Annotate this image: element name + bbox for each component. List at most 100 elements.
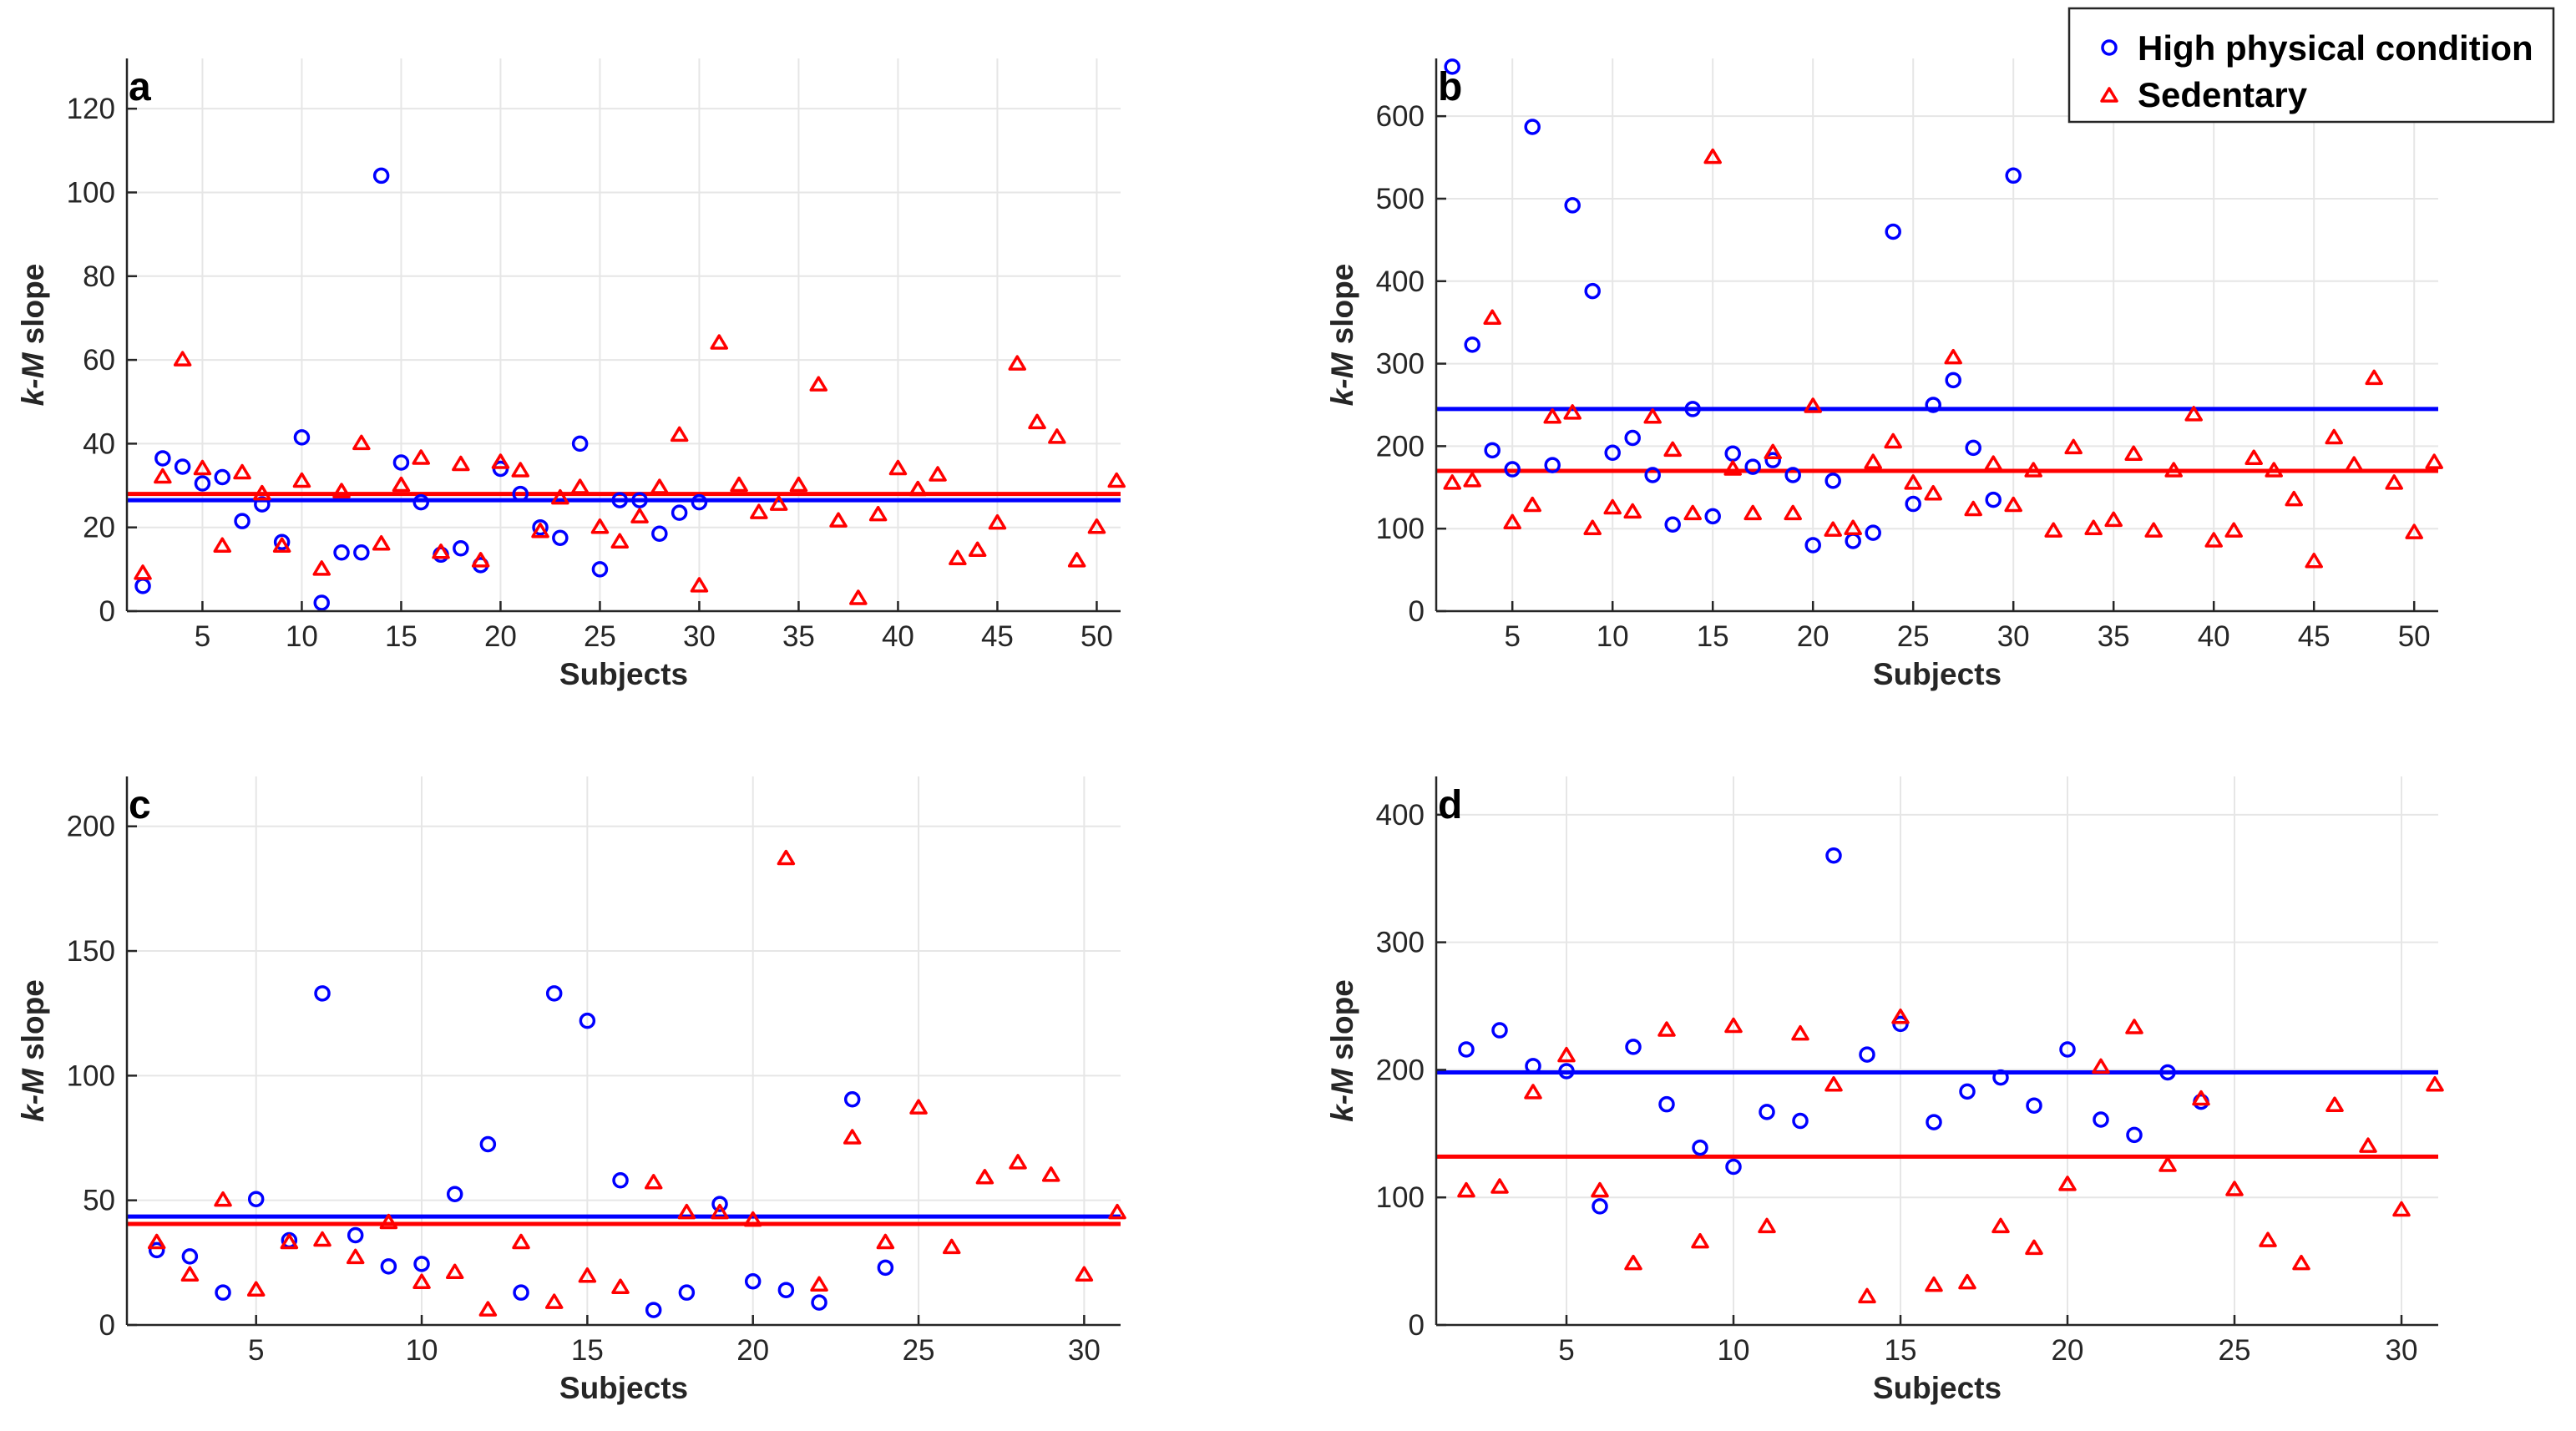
y-axis-label: k-M slope xyxy=(1325,979,1359,1122)
point-high xyxy=(1544,457,1561,473)
x-tick-label: 35 xyxy=(2098,620,2130,653)
point-high xyxy=(174,458,191,475)
point-high xyxy=(1725,1158,1742,1176)
x-axis-label: Subjects xyxy=(559,657,688,691)
point-sedentary xyxy=(2224,522,2243,538)
legend-marker-high xyxy=(2101,39,2118,56)
point-high xyxy=(1684,401,1701,417)
point-sedentary xyxy=(2084,519,2103,535)
point-sedentary xyxy=(253,484,271,501)
legend-box xyxy=(2067,7,2555,124)
point-sedentary xyxy=(909,1099,928,1115)
point-high xyxy=(512,485,529,503)
y-tick-label: 300 xyxy=(1376,348,1425,381)
point-sedentary xyxy=(2164,462,2183,478)
point-sedentary xyxy=(1944,348,1962,365)
point-high xyxy=(313,594,330,611)
y-tick-label: 400 xyxy=(1376,265,1425,298)
point-sedentary xyxy=(843,1129,862,1145)
point-sedentary xyxy=(1691,1232,1709,1249)
x-tick-label: 30 xyxy=(2386,1334,2418,1367)
y-tick-label: 100 xyxy=(67,1059,115,1092)
point-sedentary xyxy=(2104,511,2123,528)
point-sedentary xyxy=(1764,443,1782,460)
point-sedentary xyxy=(233,463,251,480)
point-sedentary xyxy=(1457,1181,1475,1198)
point-sedentary xyxy=(1463,472,1481,488)
point-sedentary xyxy=(743,1211,762,1227)
point-high xyxy=(314,985,331,1002)
point-sedentary xyxy=(1958,1273,1976,1290)
point-high xyxy=(1824,473,1841,489)
point-sedentary xyxy=(1964,500,1982,517)
point-sedentary xyxy=(372,535,391,551)
point-high xyxy=(333,544,350,561)
point-sedentary xyxy=(154,468,172,484)
point-high xyxy=(1784,467,1801,483)
point-high xyxy=(234,513,251,529)
point-high xyxy=(877,1259,894,1277)
y-tick-label: 100 xyxy=(67,176,115,209)
point-sedentary xyxy=(1984,455,2002,471)
point-sedentary xyxy=(1657,1021,1676,1037)
x-tick-label: 15 xyxy=(1885,1334,1917,1367)
point-sedentary xyxy=(1864,453,1882,469)
point-high xyxy=(479,1135,497,1153)
y-tick-label: 200 xyxy=(67,811,115,843)
point-high xyxy=(2093,1111,2109,1128)
point-high xyxy=(645,1302,662,1318)
point-sedentary xyxy=(213,537,231,554)
point-sedentary xyxy=(610,533,629,549)
point-high xyxy=(1905,495,1921,513)
point-high xyxy=(1484,442,1501,459)
point-high xyxy=(446,1186,463,1202)
point-high xyxy=(1825,847,1842,864)
point-sedentary xyxy=(2025,1239,2043,1256)
panel-label: b xyxy=(1438,65,1462,109)
point-high xyxy=(1764,452,1781,468)
x-tick-label: 15 xyxy=(385,620,418,653)
x-axis-label: Subjects xyxy=(1873,1371,2002,1405)
point-sedentary xyxy=(1087,518,1106,534)
x-tick-label: 45 xyxy=(981,620,1014,653)
x-tick-label: 15 xyxy=(571,1334,604,1367)
point-high xyxy=(1525,1058,1541,1075)
y-tick-label: 0 xyxy=(1409,1309,1425,1342)
point-sedentary xyxy=(1724,1017,1743,1034)
y-tick-label: 60 xyxy=(83,344,115,377)
point-sedentary xyxy=(1041,1166,1060,1182)
point-high xyxy=(579,1012,596,1029)
point-sedentary xyxy=(1624,1254,1642,1271)
point-sedentary xyxy=(1891,1009,1910,1024)
point-sedentary xyxy=(975,1169,994,1185)
point-high xyxy=(1965,439,1981,457)
point-high xyxy=(1925,397,1941,413)
point-sedentary xyxy=(1008,355,1026,371)
panel-label: d xyxy=(1438,783,1462,827)
point-high xyxy=(1584,282,1601,300)
point-sedentary xyxy=(2325,1096,2344,1112)
point-high xyxy=(1859,1046,1875,1063)
point-high xyxy=(453,540,469,557)
point-high xyxy=(1564,197,1581,214)
point-high xyxy=(1524,119,1541,135)
x-tick-label: 30 xyxy=(1068,1334,1101,1367)
point-sedentary xyxy=(2064,438,2083,455)
point-high xyxy=(1945,372,1961,389)
x-tick-label: 5 xyxy=(1558,1334,1574,1367)
x-tick-label: 45 xyxy=(2298,620,2331,653)
x-tick-label: 10 xyxy=(1718,1334,1750,1367)
point-sedentary xyxy=(272,537,291,554)
point-high xyxy=(1491,1022,1508,1039)
x-tick-label: 25 xyxy=(2219,1334,2251,1367)
legend: High physical condition Sedentary xyxy=(2067,7,2555,124)
point-sedentary xyxy=(2225,1181,2244,1196)
point-sedentary xyxy=(1503,513,1521,530)
y-tick-label: 120 xyxy=(67,93,115,125)
y-axis-label-italic: k-M xyxy=(1325,1068,1359,1122)
point-sedentary xyxy=(2044,522,2062,538)
y-tick-label: 0 xyxy=(1409,595,1425,628)
point-sedentary xyxy=(1824,1076,1843,1092)
point-sedentary xyxy=(1858,1287,1876,1304)
x-tick-label: 25 xyxy=(1897,620,1930,653)
